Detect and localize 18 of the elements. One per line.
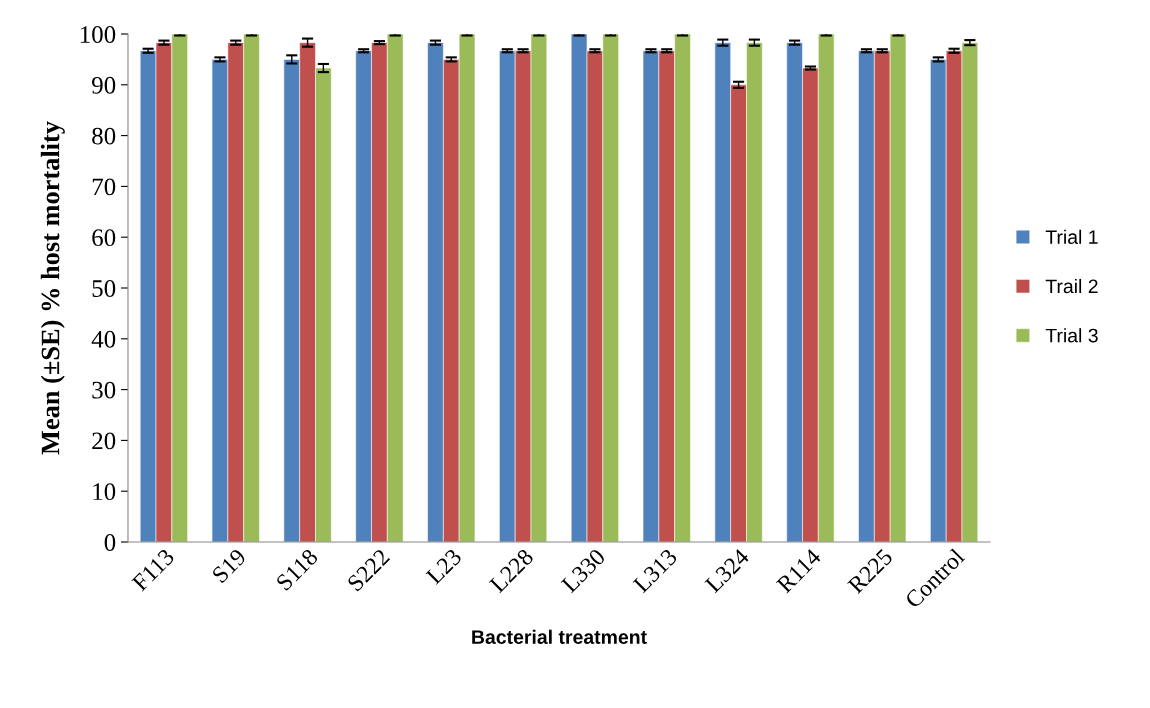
y-tick-label: 100 bbox=[80, 26, 116, 43]
y-tick-label: 80 bbox=[92, 127, 116, 145]
legend-label: Trial 1 bbox=[1045, 229, 1098, 244]
y-tick-label: 0 bbox=[104, 534, 116, 551]
y-tick-label: 70 bbox=[92, 178, 116, 196]
legend-label: Trial 3 bbox=[1045, 328, 1098, 343]
y-tick-label: 50 bbox=[92, 280, 116, 297]
y-axis-title: Mean (±SE) % host mortality bbox=[40, 121, 65, 455]
y-tick-label: 20 bbox=[92, 432, 116, 450]
x-tick-label: S19 bbox=[211, 548, 247, 584]
y-tick-label: 90 bbox=[92, 76, 116, 94]
y-tick-label: 40 bbox=[91, 330, 116, 348]
y-tick-label: 60 bbox=[92, 229, 116, 247]
legend-label: Trail 2 bbox=[1045, 278, 1098, 294]
y-tick-label: 30 bbox=[92, 381, 116, 399]
x-axis-title: Bacterial treatment bbox=[472, 629, 647, 644]
y-tick-label: 10 bbox=[93, 483, 116, 501]
x-tick-label: L23 bbox=[425, 548, 463, 586]
